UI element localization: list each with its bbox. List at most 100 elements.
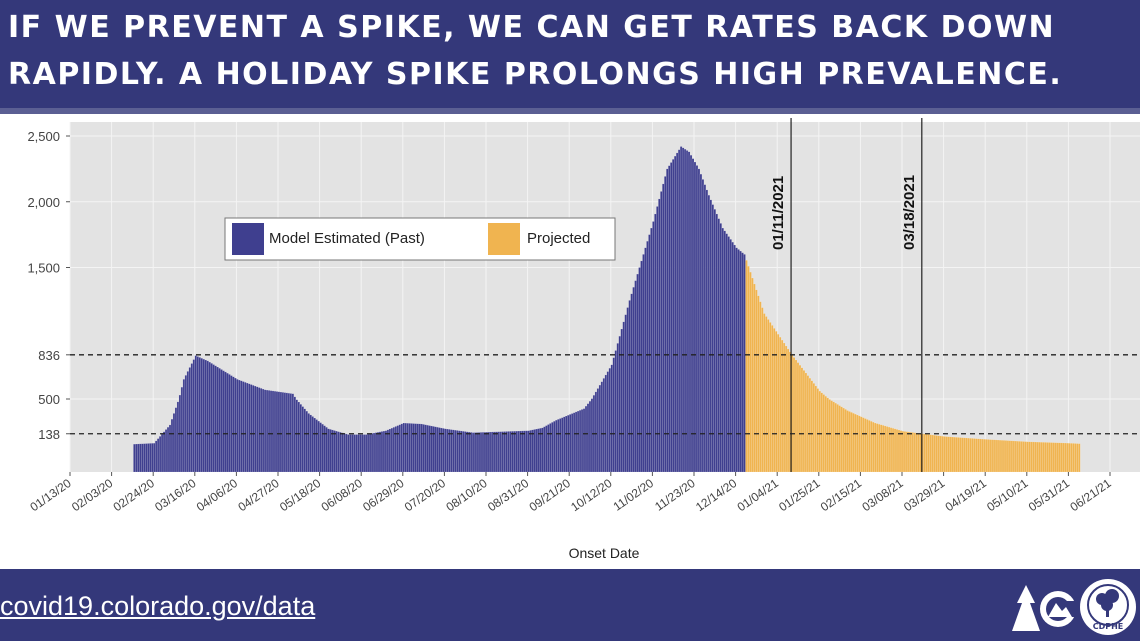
past-bar bbox=[701, 179, 705, 473]
past-bar bbox=[347, 434, 350, 473]
past-bar bbox=[703, 184, 707, 473]
past-bar bbox=[234, 377, 237, 473]
projected-bar bbox=[1040, 442, 1043, 473]
past-bar bbox=[206, 360, 209, 473]
projected-bar bbox=[883, 425, 887, 473]
past-bar bbox=[491, 431, 495, 473]
past-bar bbox=[313, 417, 316, 473]
data-link[interactable]: covid19.colorado.gov/data bbox=[0, 591, 316, 621]
projected-bar bbox=[895, 429, 899, 473]
past-bar bbox=[410, 423, 413, 473]
past-bar bbox=[446, 428, 449, 473]
x-tick-label: 08/31/20 bbox=[485, 476, 532, 514]
projected-bar bbox=[755, 289, 758, 473]
past-bar bbox=[529, 430, 532, 473]
projected-bar bbox=[945, 436, 948, 473]
projected-bar bbox=[893, 428, 897, 473]
projected-bar bbox=[846, 410, 849, 473]
projected-bar bbox=[838, 405, 841, 473]
projected-bar bbox=[870, 421, 873, 473]
past-bar bbox=[620, 328, 623, 473]
past-bar bbox=[349, 434, 352, 473]
past-bar bbox=[396, 425, 400, 473]
past-bar bbox=[188, 367, 192, 473]
past-bar bbox=[436, 426, 439, 473]
past-bar bbox=[281, 392, 285, 473]
past-bar bbox=[236, 379, 239, 473]
x-tick-label: 04/19/21 bbox=[943, 476, 990, 514]
past-bar bbox=[460, 430, 463, 473]
projected-bar bbox=[848, 411, 851, 473]
projected-bar bbox=[792, 357, 796, 473]
projected-bar bbox=[1046, 442, 1049, 473]
projected-bar bbox=[1028, 441, 1031, 473]
past-bar bbox=[370, 433, 374, 473]
past-bar bbox=[485, 431, 489, 473]
past-bar bbox=[559, 418, 562, 473]
projected-bar bbox=[836, 404, 839, 473]
past-bar bbox=[622, 321, 625, 473]
projected-bar bbox=[745, 260, 748, 473]
past-bar bbox=[469, 432, 473, 473]
past-bar bbox=[551, 422, 554, 473]
past-bar bbox=[576, 410, 580, 473]
projected-bar bbox=[769, 322, 772, 473]
projected-bar bbox=[927, 434, 930, 473]
past-bar bbox=[719, 223, 722, 473]
past-bar bbox=[473, 432, 477, 473]
legend-label-projected: Projected bbox=[527, 230, 590, 247]
past-bar bbox=[664, 176, 667, 473]
past-bar bbox=[650, 227, 653, 473]
past-bar bbox=[378, 431, 382, 473]
past-bar bbox=[656, 206, 659, 473]
past-bar bbox=[723, 230, 726, 473]
past-bar bbox=[628, 300, 631, 473]
past-bar bbox=[743, 254, 746, 473]
past-bar bbox=[648, 234, 651, 473]
projected-bar bbox=[1004, 440, 1008, 473]
past-bar bbox=[190, 363, 194, 473]
projected-bar bbox=[1058, 442, 1061, 473]
projected-bar bbox=[864, 418, 867, 473]
past-bar bbox=[412, 423, 415, 473]
past-bar bbox=[640, 260, 643, 473]
past-bar bbox=[152, 442, 156, 473]
projected-bar bbox=[959, 437, 962, 473]
past-bar bbox=[705, 189, 709, 473]
past-bar bbox=[321, 423, 324, 473]
projected-bar bbox=[780, 339, 784, 473]
projected-bar bbox=[828, 399, 831, 473]
past-bar bbox=[741, 252, 744, 473]
past-bar bbox=[158, 436, 162, 473]
projected-bar bbox=[994, 439, 998, 473]
past-bar bbox=[372, 432, 376, 473]
past-bar bbox=[293, 396, 297, 473]
past-bar bbox=[602, 378, 606, 473]
projected-bar bbox=[866, 419, 869, 473]
past-bar bbox=[331, 429, 334, 473]
past-bar bbox=[458, 430, 461, 473]
past-bar bbox=[586, 403, 590, 473]
past-bar bbox=[329, 429, 332, 473]
past-bar bbox=[133, 443, 136, 473]
past-bar bbox=[487, 431, 491, 473]
past-bar bbox=[670, 162, 673, 473]
past-bar bbox=[495, 431, 499, 473]
projected-bar bbox=[1018, 441, 1022, 473]
projected-bar bbox=[941, 435, 944, 473]
projected-bar bbox=[757, 295, 760, 473]
past-bar bbox=[594, 391, 598, 473]
past-bar bbox=[143, 443, 146, 473]
past-bar bbox=[283, 392, 287, 473]
projected-bar bbox=[1052, 442, 1055, 473]
projected-bar bbox=[1078, 443, 1081, 473]
past-bar bbox=[555, 419, 558, 473]
projected-bar bbox=[985, 439, 988, 473]
past-bar bbox=[588, 400, 592, 473]
projected-bar bbox=[1060, 442, 1063, 473]
past-bar bbox=[565, 415, 568, 473]
past-bar bbox=[733, 244, 736, 473]
projected-bar bbox=[1042, 442, 1045, 473]
projected-bar bbox=[996, 439, 1000, 473]
past-bar bbox=[259, 388, 263, 473]
